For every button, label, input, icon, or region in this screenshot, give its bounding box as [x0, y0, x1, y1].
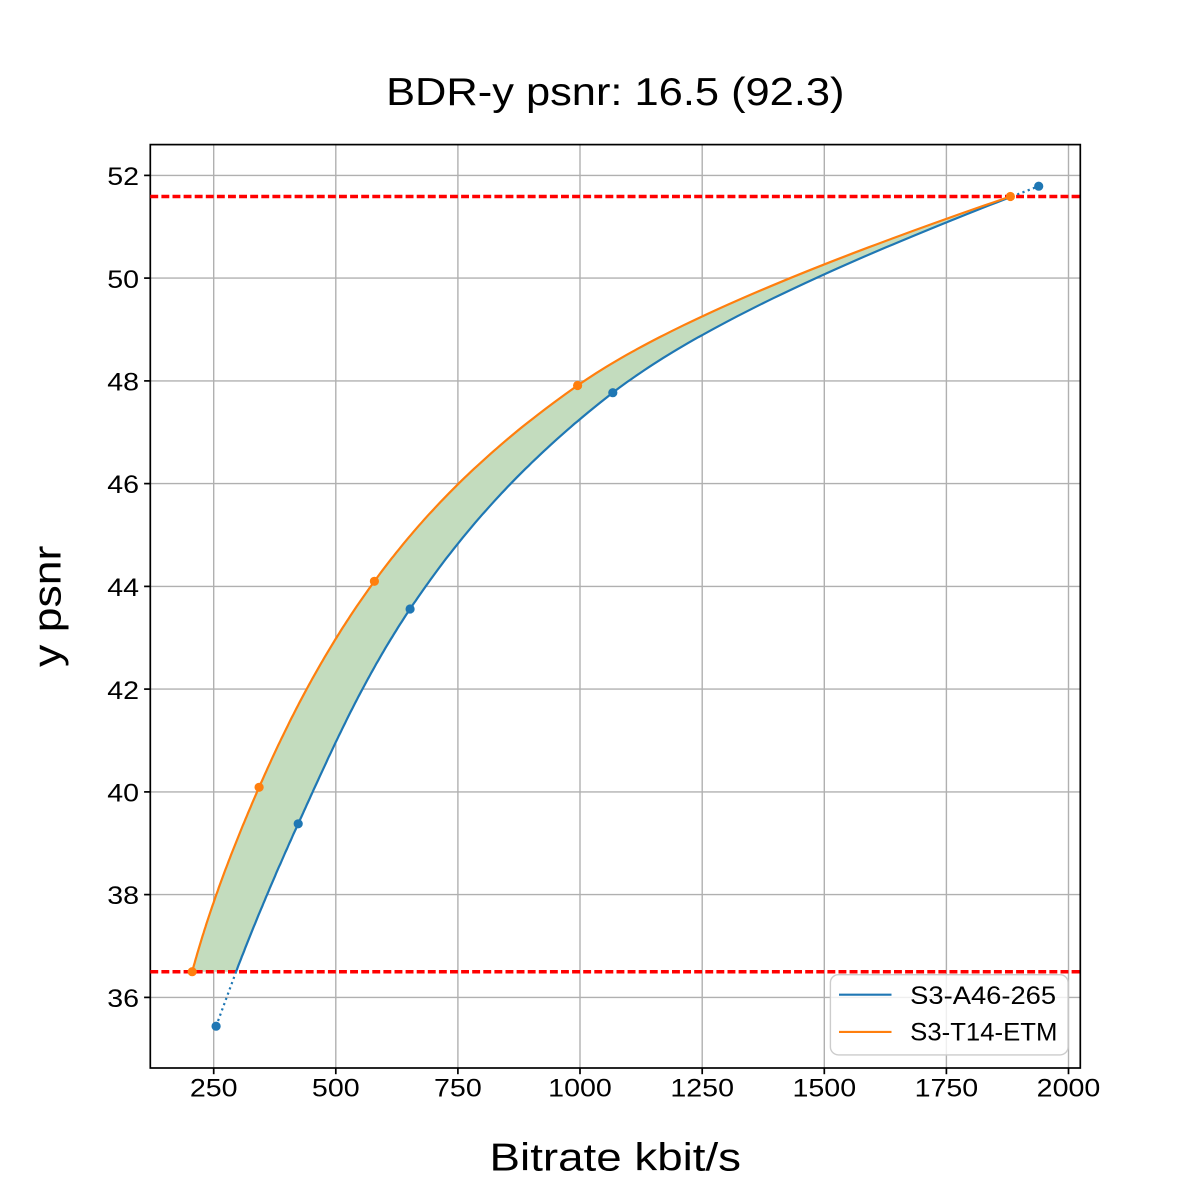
svg-text:46: 46 — [107, 471, 139, 499]
svg-text:52: 52 — [107, 163, 139, 191]
svg-text:500: 500 — [312, 1075, 360, 1103]
svg-text:S3-A46-265: S3-A46-265 — [910, 982, 1056, 1010]
svg-text:250: 250 — [190, 1075, 238, 1103]
svg-text:48: 48 — [107, 369, 139, 397]
svg-text:40: 40 — [107, 780, 139, 808]
svg-text:42: 42 — [107, 677, 139, 705]
svg-text:S3-T14-ETM: S3-T14-ETM — [910, 1019, 1057, 1047]
svg-text:BDR-y psnr: 16.5 (92.3): BDR-y psnr: 16.5 (92.3) — [386, 71, 844, 114]
svg-text:750: 750 — [434, 1075, 482, 1103]
svg-text:50: 50 — [107, 266, 139, 294]
svg-text:44: 44 — [107, 574, 139, 602]
svg-text:Bitrate kbit/s: Bitrate kbit/s — [490, 1137, 741, 1180]
svg-text:1750: 1750 — [915, 1075, 979, 1103]
svg-text:1250: 1250 — [670, 1075, 734, 1103]
svg-text:1000: 1000 — [548, 1075, 612, 1103]
svg-text:38: 38 — [107, 882, 139, 910]
svg-text:y psnr: y psnr — [27, 546, 70, 667]
svg-text:2000: 2000 — [1037, 1075, 1101, 1103]
svg-text:1500: 1500 — [792, 1075, 856, 1103]
svg-text:36: 36 — [107, 985, 139, 1013]
